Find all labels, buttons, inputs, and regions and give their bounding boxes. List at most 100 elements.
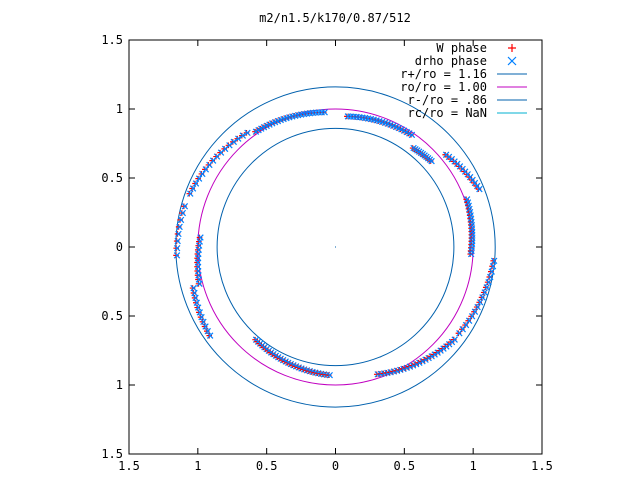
drho-phase-point [442,151,450,158]
chart-title: m2/n1.5/k170/0.87/512 [259,11,411,25]
drho-phase-point [479,294,486,301]
w-phase-point [197,314,204,320]
legend-label: rc/ro = NaN [408,106,487,120]
w-phase-point [344,113,350,120]
w-phase-point [305,368,312,374]
drho-phase-point [192,294,199,302]
w-phase-point [186,190,193,197]
drho-phase-point [252,128,260,135]
w-phase-point [308,369,315,375]
w-phase-point [203,328,210,334]
drho-phase-point [235,135,242,142]
w-phase-point [297,365,304,372]
drho-phase-point [179,209,187,217]
legend-label: r+/ro = 1.16 [400,67,487,81]
data-points [173,109,498,379]
drho-phase-point [173,252,181,259]
legend-marker-cross [507,56,517,66]
drho-phase-point [206,332,214,339]
w-phase-point [487,268,494,275]
drho-phase-point [230,138,238,146]
y-tick-label: 0 [116,240,123,254]
w-phase-point [195,280,202,287]
drho-phase-point [326,371,333,379]
w-phase-point [177,217,183,223]
w-phase-point [393,367,399,374]
w-phase-point [173,238,180,244]
w-phase-point [190,290,197,296]
w-phase-point [239,132,245,139]
drho-phase-point [189,185,197,192]
w-phase-point [386,369,393,376]
drho-phase-point [187,190,194,197]
drho-phase-point [176,223,183,231]
w-phase-point [390,368,396,375]
drho-phase-point [410,144,417,152]
reference-circles [175,86,496,408]
w-phase-point [455,330,462,337]
x-tick-label: 0 [332,459,339,473]
drho-phase-point [199,170,206,178]
drho-phase-point [196,280,203,288]
y-tick-label: 1 [116,378,123,392]
w-phase-point [173,245,180,251]
w-phase-point [199,319,206,325]
w-phase-point [465,206,472,212]
drho-phase-point [200,318,207,326]
drho-phase-point [191,289,198,297]
w-phase-point [409,145,416,151]
w-phase-point [174,231,181,237]
legend-label: drho phase [415,54,487,68]
w-phase-point [189,285,196,291]
w-phase-point [252,128,258,135]
x-tick-label: 1.5 [118,459,140,473]
w-phase-point [459,326,465,333]
w-phase-point [383,370,390,376]
w-phase-point [192,180,198,187]
w-phase-point [282,115,289,121]
drho-phase-point [463,196,471,203]
w-phase-point [471,308,477,315]
drho-phase-point [173,244,181,252]
w-phase-point [221,146,228,152]
legend-marker-plus [508,44,516,52]
w-phase-point [450,336,457,343]
w-phase-point [396,367,403,373]
drho-phase-point [488,268,495,275]
drho-phase-point [344,113,352,120]
w-phase-point [230,139,236,145]
w-phase-point [465,317,471,324]
y-tick-label: 0.5 [101,309,123,323]
drho-phase-point [490,257,498,265]
w-phase-point [464,202,471,209]
w-phase-point [325,372,332,378]
w-phase-point [402,364,409,371]
y-tick-label: 1.5 [101,447,123,461]
w-phase-point [311,369,318,376]
w-phase-point [399,366,406,372]
drho-phase-point [177,216,185,224]
drho-phase-point [174,237,181,245]
drho-phase-point [451,336,458,343]
w-phase-point [442,151,448,158]
drho-phase-point [483,284,490,291]
w-phase-point [480,289,487,296]
drho-phase-point [481,289,488,296]
reference-circle [216,127,455,367]
drho-phase-point [471,308,479,315]
w-phase-point [225,142,232,149]
x-tick-label: 1.5 [531,459,553,473]
w-phase-point [173,252,179,259]
x-tick-label: 0.5 [393,459,415,473]
axes-ticks: 1.5 1 0.5 0 0.5 1 1.51.510.500.511.5 [101,33,553,473]
w-phase-point [473,304,480,310]
drho-phase-point [195,175,203,182]
drho-phase-point [476,185,483,193]
drho-phase-point [202,166,210,173]
w-phase-point [476,299,482,306]
w-phase-point [243,130,250,136]
w-phase-point [384,120,390,127]
drho-phase-point [239,132,247,139]
